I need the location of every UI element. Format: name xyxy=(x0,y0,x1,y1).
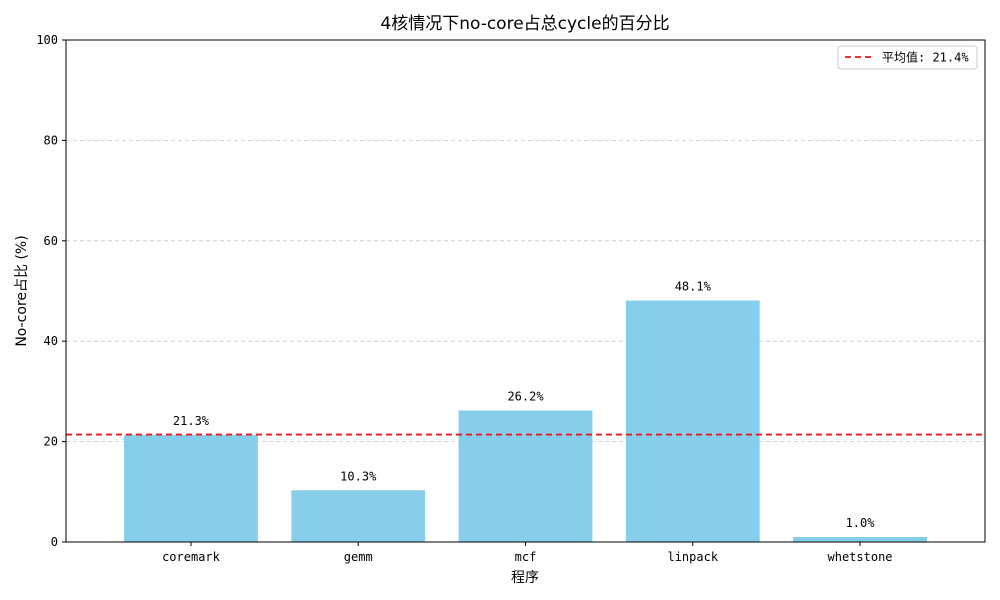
bar-whetstone xyxy=(793,536,927,542)
bar-mcf xyxy=(458,410,593,542)
data-labels: 21.3% 10.3% 26.2% 48.1% 1.0% xyxy=(173,280,875,530)
bar-coremark xyxy=(124,435,258,542)
axes: 0 20 40 60 80 100 coremark gemm mcf linpack whetst… xyxy=(36,33,986,564)
x-tick-label-gemm: gemm xyxy=(344,550,373,564)
y-tick-label: 80 xyxy=(44,133,58,147)
data-label-gemm: 10.3% xyxy=(340,469,377,483)
data-label-coremark: 21.3% xyxy=(173,414,210,428)
legend-average-label: 平均值: 21.4% xyxy=(882,50,969,65)
y-axis-label: No-core占比 (%) xyxy=(14,235,30,346)
data-label-linpack: 48.1% xyxy=(675,280,712,294)
y-tick-label: 20 xyxy=(44,435,58,449)
bar-gemm xyxy=(291,490,426,542)
x-tick-label-mcf: mcf xyxy=(515,550,537,564)
y-tick-label: 60 xyxy=(44,234,58,248)
data-label-whetstone: 1.0% xyxy=(846,516,876,530)
legend: 平均值: 21.4% xyxy=(837,45,978,70)
grid-lines xyxy=(66,139,985,443)
y-tick-label: 0 xyxy=(51,535,58,549)
bar-linpack xyxy=(625,300,760,542)
legend-box xyxy=(837,45,978,70)
x-axis-label: 程序 xyxy=(511,570,539,586)
y-tick-label: 40 xyxy=(44,334,58,348)
data-label-mcf: 26.2% xyxy=(507,389,544,403)
chart-title: 4核情况下no-core占总cycle的百分比 xyxy=(380,14,669,34)
x-tick-label-coremark: coremark xyxy=(162,550,221,564)
y-tick-label: 100 xyxy=(36,33,58,47)
bars xyxy=(124,300,927,542)
x-tick-label-whetstone: whetstone xyxy=(828,550,893,564)
x-tick-label-linpack: linpack xyxy=(667,550,718,564)
